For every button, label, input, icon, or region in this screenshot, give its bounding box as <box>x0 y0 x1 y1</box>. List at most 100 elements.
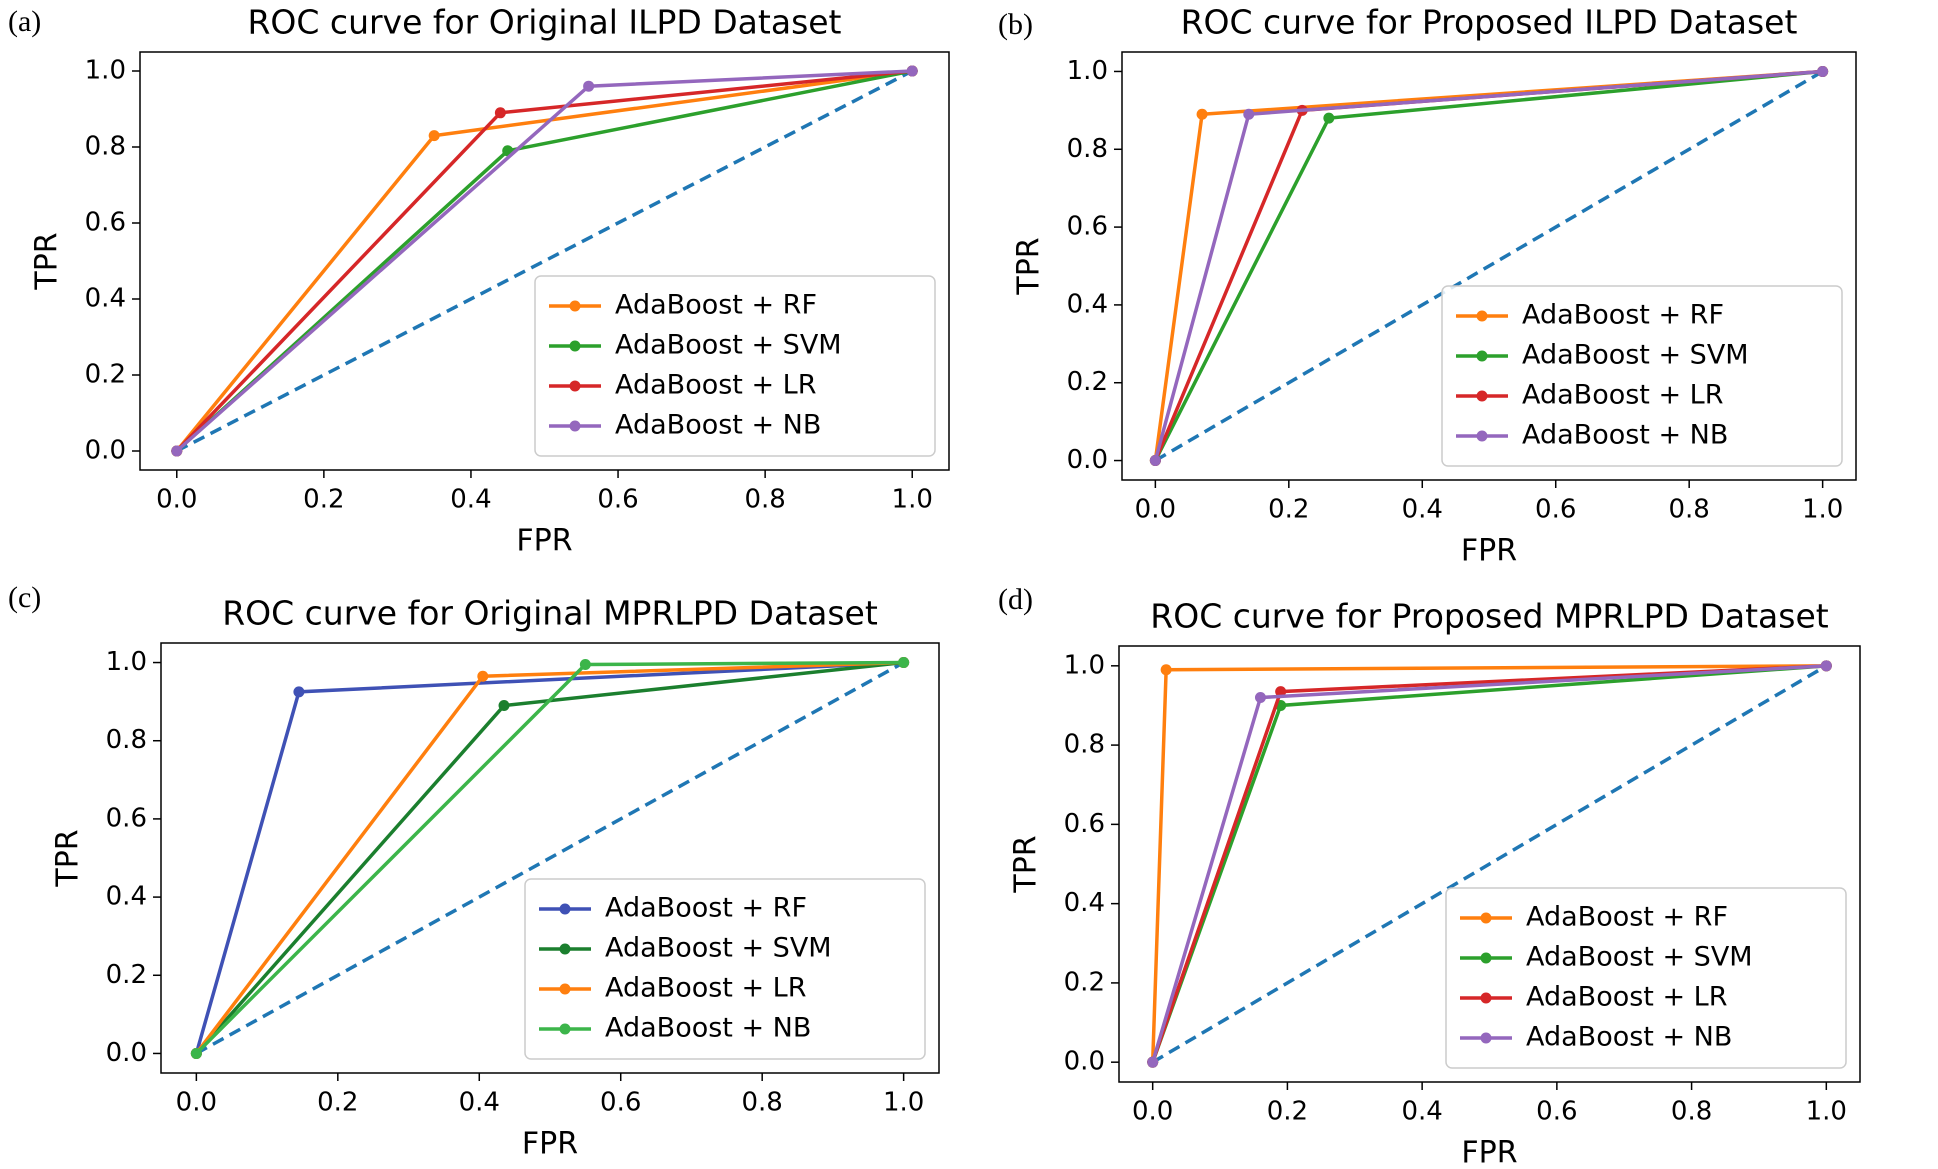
x-tick-label: 0.2 <box>1267 1097 1308 1127</box>
y-tick-label: 0.0 <box>85 436 126 466</box>
y-tick-label: 0.2 <box>106 960 147 990</box>
legend-label: AdaBoost + SVM <box>1522 340 1749 371</box>
y-axis-label: TPR <box>1012 237 1047 295</box>
y-tick-label: 0.0 <box>1067 445 1108 475</box>
legend-label: AdaBoost + LR <box>1526 982 1728 1013</box>
x-tick-label: 0.4 <box>450 485 491 515</box>
legend-label: AdaBoost + NB <box>1526 1022 1732 1053</box>
legend-box <box>1441 285 1843 467</box>
y-tick-label: 0.6 <box>85 208 126 238</box>
x-tick-label: 0.8 <box>1669 495 1710 525</box>
x-axis-label: FPR <box>1461 534 1517 569</box>
x-tick-label: 0.0 <box>1135 495 1176 525</box>
y-tick-label: 0.4 <box>85 284 126 314</box>
y-tick-label: 1.0 <box>106 647 147 677</box>
panel-label: (c) <box>8 581 41 614</box>
series-point <box>1817 65 1829 77</box>
legend-box <box>524 878 926 1060</box>
legend-label: AdaBoost + RF <box>615 290 817 321</box>
series-point <box>579 659 591 670</box>
series-point <box>1820 660 1832 672</box>
y-tick-label: 0.0 <box>1064 1047 1105 1077</box>
series-point <box>494 107 506 119</box>
x-tick-label: 0.8 <box>744 485 785 515</box>
series-point <box>1147 1056 1159 1068</box>
legend-box <box>534 275 936 457</box>
legend-label: AdaBoost + LR <box>605 973 807 1004</box>
chance-line <box>195 661 905 1055</box>
y-axis-label: TPR <box>30 232 65 290</box>
x-axis-label: FPR <box>522 1127 578 1162</box>
x-tick-label: 0.6 <box>1535 495 1576 525</box>
chart-title: ROC curve for Original MPRLPD Dataset <box>222 594 878 633</box>
x-tick-label: 1.0 <box>892 485 933 515</box>
legend-label: AdaBoost + SVM <box>615 330 842 361</box>
series-point <box>1243 108 1255 120</box>
x-tick-label: 0.8 <box>742 1088 783 1118</box>
y-tick-label: 1.0 <box>1067 56 1108 86</box>
chance-line <box>1154 69 1824 463</box>
legend-marker <box>569 340 581 352</box>
series-point <box>171 445 183 457</box>
legend-label: AdaBoost + RF <box>1522 300 1724 331</box>
series-point <box>1196 108 1208 120</box>
series-point <box>1160 664 1172 676</box>
legend-label: AdaBoost + NB <box>1522 420 1728 451</box>
plot-frame <box>160 642 940 1074</box>
y-tick-label: 0.4 <box>106 882 147 912</box>
legend-marker <box>1480 992 1492 1004</box>
y-tick-label: 0.8 <box>1067 134 1108 164</box>
legend-label: AdaBoost + RF <box>1526 902 1728 933</box>
series-point <box>1275 686 1287 698</box>
x-tick-label: 0.8 <box>1671 1097 1712 1127</box>
x-tick-label: 0.6 <box>1536 1097 1577 1127</box>
plot-frame <box>1118 645 1861 1083</box>
x-tick-label: 0.2 <box>1268 495 1309 525</box>
legend-marker <box>569 380 581 392</box>
x-tick-label: 0.6 <box>600 1088 641 1118</box>
x-tick-label: 0.6 <box>597 485 638 515</box>
legend-box <box>1445 887 1847 1069</box>
series-point <box>190 1047 202 1059</box>
legend-marker <box>569 420 581 432</box>
legend-label: AdaBoost + SVM <box>1526 942 1753 973</box>
plot-frame <box>1121 51 1857 481</box>
y-tick-label: 0.6 <box>1067 212 1108 242</box>
series-point <box>498 700 510 712</box>
x-tick-label: 1.0 <box>1802 495 1843 525</box>
y-tick-label: 0.4 <box>1067 289 1108 319</box>
legend-marker <box>559 903 571 915</box>
chart: (c) ROC curve for Original MPRLPD Dataset… <box>8 581 940 1162</box>
y-tick-label: 0.8 <box>106 725 147 755</box>
legend-label: AdaBoost + RF <box>605 893 807 924</box>
chart-title: ROC curve for Proposed MPRLPD Dataset <box>1150 597 1828 636</box>
legend-marker <box>1480 1032 1492 1044</box>
chart: (b) ROC curve for Proposed ILPD Dataset 0.… <box>998 3 1857 569</box>
x-tick-label: 0.4 <box>1402 495 1443 525</box>
legend-label: AdaBoost + NB <box>605 1013 811 1044</box>
x-tick-label: 0.2 <box>303 485 344 515</box>
series-point <box>1323 112 1335 124</box>
y-axis-label: TPR <box>51 829 86 887</box>
legend-marker <box>559 943 571 955</box>
legend-marker <box>1476 350 1488 362</box>
y-tick-label: 1.0 <box>85 56 126 86</box>
legend-marker <box>1476 310 1488 322</box>
x-tick-label: 0.4 <box>459 1088 500 1118</box>
legend-marker <box>1476 430 1488 442</box>
y-tick-label: 0.6 <box>1064 809 1105 839</box>
x-tick-label: 0.0 <box>176 1088 217 1118</box>
series-point <box>1254 692 1266 704</box>
series-point <box>898 657 910 669</box>
y-tick-label: 0.8 <box>1064 730 1105 760</box>
series-point <box>1149 455 1161 467</box>
x-axis-label: FPR <box>1461 1136 1517 1169</box>
chart: (d) ROC curve for Proposed MPRLPD Dataset… <box>998 583 1861 1169</box>
y-tick-label: 0.4 <box>1064 888 1105 918</box>
series-point <box>293 686 305 698</box>
x-tick-label: 0.0 <box>1132 1097 1173 1127</box>
x-axis-label: FPR <box>516 524 572 559</box>
legend-label: AdaBoost + LR <box>1522 380 1724 411</box>
chart: (a) ROC curve for Original ILPD Dataset 0.… <box>8 3 950 559</box>
